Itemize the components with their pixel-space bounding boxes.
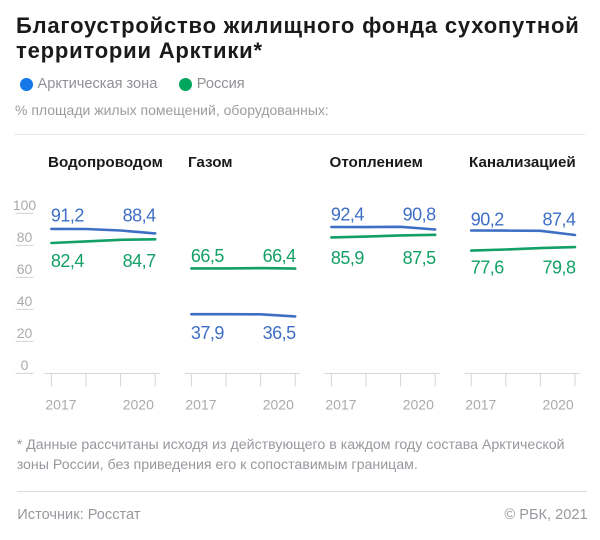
svg-text:36,5: 36,5 bbox=[263, 323, 297, 343]
svg-text:Газом: Газом bbox=[188, 154, 233, 171]
svg-text:37,9: 37,9 bbox=[191, 323, 225, 343]
svg-text:2017: 2017 bbox=[465, 397, 496, 413]
svg-text:84,7: 84,7 bbox=[123, 251, 157, 271]
svg-text:0: 0 bbox=[21, 357, 29, 373]
svg-text:79,8: 79,8 bbox=[542, 257, 576, 277]
svg-text:87,5: 87,5 bbox=[403, 248, 437, 268]
svg-text:100: 100 bbox=[13, 197, 37, 213]
svg-text:87,4: 87,4 bbox=[542, 210, 576, 230]
svg-text:82,4: 82,4 bbox=[51, 251, 85, 271]
svg-text:2017: 2017 bbox=[45, 397, 76, 413]
svg-text:80: 80 bbox=[17, 229, 33, 245]
svg-text:Канализацией: Канализацией bbox=[469, 154, 576, 171]
svg-text:90,2: 90,2 bbox=[471, 210, 505, 230]
svg-text:91,2: 91,2 bbox=[51, 205, 85, 225]
svg-text:2017: 2017 bbox=[185, 397, 216, 413]
svg-text:2020: 2020 bbox=[403, 397, 434, 413]
svg-text:85,9: 85,9 bbox=[331, 248, 365, 268]
svg-text:Водопроводом: Водопроводом bbox=[48, 154, 163, 171]
svg-text:88,4: 88,4 bbox=[123, 205, 157, 225]
svg-text:20: 20 bbox=[17, 325, 33, 341]
svg-text:2020: 2020 bbox=[543, 397, 574, 413]
svg-text:2020: 2020 bbox=[123, 397, 154, 413]
svg-text:90,8: 90,8 bbox=[403, 205, 437, 225]
svg-text:2017: 2017 bbox=[325, 397, 356, 413]
svg-text:Отоплением: Отоплением bbox=[330, 154, 423, 171]
svg-text:92,4: 92,4 bbox=[331, 205, 365, 225]
svg-text:60: 60 bbox=[17, 261, 33, 277]
svg-text:2020: 2020 bbox=[263, 397, 294, 413]
svg-text:66,5: 66,5 bbox=[191, 246, 225, 266]
svg-text:77,6: 77,6 bbox=[471, 257, 505, 277]
svg-text:40: 40 bbox=[17, 293, 33, 309]
svg-text:66,4: 66,4 bbox=[263, 246, 297, 266]
